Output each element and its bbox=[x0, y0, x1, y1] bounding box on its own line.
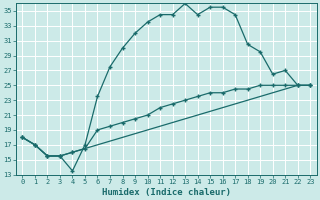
X-axis label: Humidex (Indice chaleur): Humidex (Indice chaleur) bbox=[102, 188, 231, 197]
